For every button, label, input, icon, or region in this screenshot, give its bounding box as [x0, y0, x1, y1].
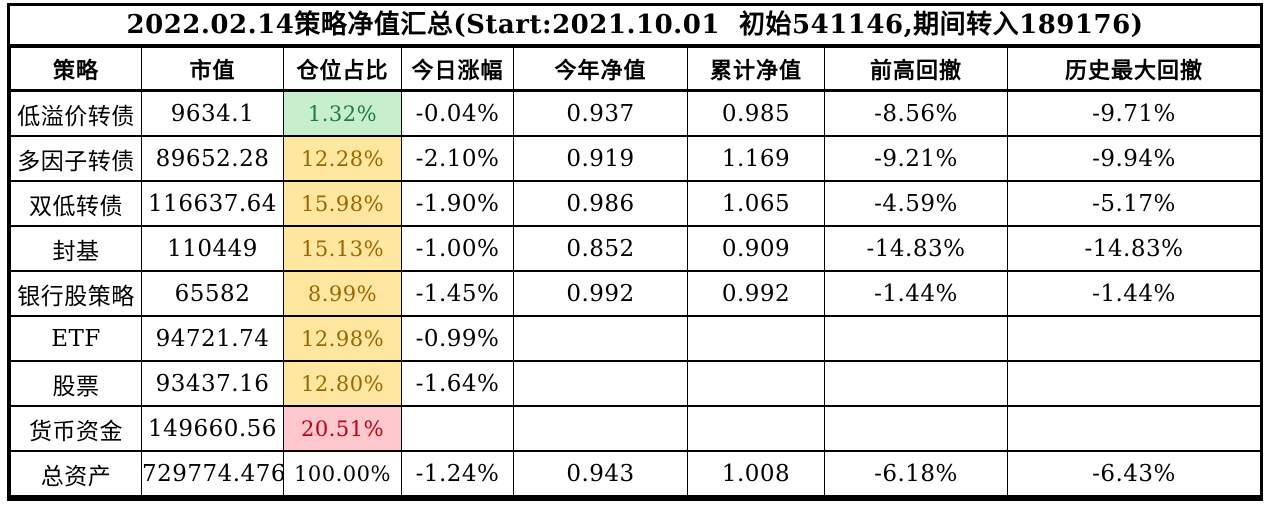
cell-drawdown-from-high: [824, 405, 1008, 452]
cell-market-value: 89652.28: [141, 135, 284, 182]
cell-market-value: 729774.476: [141, 450, 284, 498]
cell-max-historical-drawdown: [1007, 315, 1261, 362]
cell-position-pct: 12.28%: [283, 135, 402, 182]
cell-cumulative-nav: 0.909: [687, 225, 825, 272]
cell-position-pct: 15.98%: [283, 180, 402, 227]
cell-today-change: -1.45%: [401, 270, 514, 317]
cell-drawdown-from-high: -14.83%: [824, 225, 1008, 272]
cell-max-historical-drawdown: -9.94%: [1007, 135, 1261, 182]
cell-max-historical-drawdown: -9.71%: [1007, 90, 1261, 137]
cell-position-pct: 12.98%: [283, 315, 402, 362]
strategy-table: 策略 市值 仓位占比 今日涨幅 今年净值 累计净值 前高回撤 历史最大回撤 低溢…: [10, 47, 1261, 498]
cell-cumulative-nav: 0.992: [687, 270, 825, 317]
cell-max-historical-drawdown: [1007, 405, 1261, 452]
cell-market-value: 116637.64: [141, 180, 284, 227]
cell-strategy: 股票: [10, 360, 142, 407]
cell-market-value: 65582: [141, 270, 284, 317]
cell-cumulative-nav: [687, 405, 825, 452]
cell-ytd-nav: 0.919: [513, 135, 688, 182]
table-row: 银行股策略 65582 8.99% -1.45% 0.992 0.992 -1.44% -1.…: [10, 270, 1261, 317]
table-row: ETF 94721.74 12.98% -0.99%: [10, 315, 1261, 362]
cell-max-historical-drawdown: -6.43%: [1007, 450, 1261, 498]
cell-drawdown-from-high: -8.56%: [824, 90, 1008, 137]
cell-drawdown-from-high: -9.21%: [824, 135, 1008, 182]
cell-position-pct: 1.32%: [283, 90, 402, 137]
cell-drawdown-from-high: -4.59%: [824, 180, 1008, 227]
cell-ytd-nav: 0.937: [513, 90, 688, 137]
cell-max-historical-drawdown: -1.44%: [1007, 270, 1261, 317]
cell-cumulative-nav: 1.169: [687, 135, 825, 182]
cell-drawdown-from-high: -1.44%: [824, 270, 1008, 317]
strategy-summary-sheet: 2022.02.14策略净值汇总(Start:2021.10.01 初始5411…: [7, 3, 1263, 501]
cell-position-pct: 15.13%: [283, 225, 402, 272]
cell-today-change: -0.99%: [401, 315, 514, 362]
table-row: 双低转债 116637.64 15.98% -1.90% 0.986 1.065 -4.59…: [10, 180, 1261, 227]
cell-ytd-nav: 0.992: [513, 270, 688, 317]
table-row: 货币资金 149660.56 20.51%: [10, 405, 1261, 452]
column-header-drawdown-from-high: 前高回撤: [824, 47, 1008, 92]
cell-drawdown-from-high: [824, 360, 1008, 407]
cell-today-change: -1.24%: [401, 450, 514, 498]
column-header-strategy: 策略: [10, 47, 142, 92]
cell-position-pct: 12.80%: [283, 360, 402, 407]
cell-market-value: 9634.1: [141, 90, 284, 137]
cell-today-change: -0.04%: [401, 90, 514, 137]
table-row: 低溢价转债 9634.1 1.32% -0.04% 0.937 0.985 -8.56% -9…: [10, 90, 1261, 137]
cell-ytd-nav: 0.852: [513, 225, 688, 272]
cell-cumulative-nav: [687, 315, 825, 362]
cell-today-change: [401, 405, 514, 452]
cell-drawdown-from-high: [824, 315, 1008, 362]
column-header-market-value: 市值: [141, 47, 284, 92]
cell-max-historical-drawdown: -14.83%: [1007, 225, 1261, 272]
cell-today-change: -1.90%: [401, 180, 514, 227]
cell-position-pct: 100.00%: [283, 450, 402, 498]
cell-ytd-nav: 0.986: [513, 180, 688, 227]
cell-ytd-nav: 0.943: [513, 450, 688, 498]
table-row: 封基 110449 15.13% -1.00% 0.852 0.909 -14.83% -14…: [10, 225, 1261, 272]
cell-cumulative-nav: 0.985: [687, 90, 825, 137]
cell-position-pct: 20.51%: [283, 405, 402, 452]
column-header-max-historical-drawdown: 历史最大回撤: [1007, 47, 1261, 92]
cell-cumulative-nav: 1.008: [687, 450, 825, 498]
table-row: 总资产 729774.476 100.00% -1.24% 0.943 1.008 -6.1…: [10, 450, 1261, 498]
column-header-cumulative-nav: 累计净值: [687, 47, 825, 92]
cell-today-change: -1.64%: [401, 360, 514, 407]
cell-strategy: 总资产: [10, 450, 142, 498]
cell-drawdown-from-high: -6.18%: [824, 450, 1008, 498]
cell-strategy: ETF: [10, 315, 142, 362]
cell-strategy: 双低转债: [10, 180, 142, 227]
cell-today-change: -1.00%: [401, 225, 514, 272]
cell-strategy: 低溢价转债: [10, 90, 142, 137]
cell-cumulative-nav: 1.065: [687, 180, 825, 227]
column-header-position-pct: 仓位占比: [283, 47, 402, 92]
cell-ytd-nav: [513, 315, 688, 362]
cell-max-historical-drawdown: [1007, 360, 1261, 407]
column-header-ytd-nav: 今年净值: [513, 47, 688, 92]
cell-ytd-nav: [513, 360, 688, 407]
cell-today-change: -2.10%: [401, 135, 514, 182]
cell-market-value: 149660.56: [141, 405, 284, 452]
table-row: 股票 93437.16 12.80% -1.64%: [10, 360, 1261, 407]
column-header-today-change: 今日涨幅: [401, 47, 514, 92]
cell-market-value: 93437.16: [141, 360, 284, 407]
table-row: 多因子转债 89652.28 12.28% -2.10% 0.919 1.169 -9.21…: [10, 135, 1261, 182]
cell-strategy: 银行股策略: [10, 270, 142, 317]
cell-position-pct: 8.99%: [283, 270, 402, 317]
cell-strategy: 多因子转债: [10, 135, 142, 182]
cell-ytd-nav: [513, 405, 688, 452]
cell-market-value: 94721.74: [141, 315, 284, 362]
page-title: 2022.02.14策略净值汇总(Start:2021.10.01 初始5411…: [10, 6, 1260, 47]
cell-strategy: 封基: [10, 225, 142, 272]
cell-cumulative-nav: [687, 360, 825, 407]
cell-max-historical-drawdown: -5.17%: [1007, 180, 1261, 227]
cell-strategy: 货币资金: [10, 405, 142, 452]
cell-market-value: 110449: [141, 225, 284, 272]
header-row: 策略 市值 仓位占比 今日涨幅 今年净值 累计净值 前高回撤 历史最大回撤: [10, 47, 1261, 92]
